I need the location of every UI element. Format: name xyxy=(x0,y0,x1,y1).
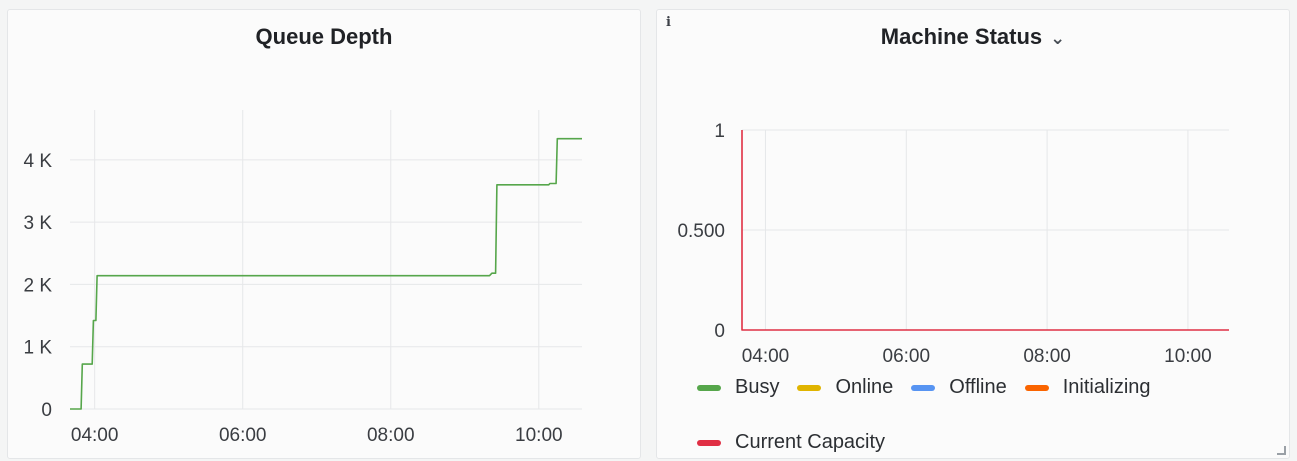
x-tick-label: 10:00 xyxy=(515,425,563,446)
queue-depth-chart: 04:00 06:00 08:00 10:00 0 1 K 2 K 3 K 4 K xyxy=(23,110,582,446)
y-tick-label: 3 K xyxy=(23,213,52,234)
series-line xyxy=(741,130,1229,331)
x-tick-label: 04:00 xyxy=(71,425,119,446)
legend-item[interactable]: Busy xyxy=(697,376,779,399)
x-tick-label: 08:00 xyxy=(1023,346,1071,367)
y-tick-label: 0 xyxy=(714,321,725,342)
legend-label: Busy xyxy=(735,376,780,398)
y-tick-label: 0.500 xyxy=(677,221,725,242)
y-tick-label: 1 K xyxy=(23,338,52,359)
legend-swatch xyxy=(797,384,822,391)
x-tick-label: 10:00 xyxy=(1164,346,1212,367)
y-tick-label: 1 xyxy=(714,121,725,142)
machine-status-legend: Busy Online Offline Initializing Current Cap… xyxy=(697,376,1257,454)
legend-swatch xyxy=(911,384,936,391)
y-tick-label: 0 xyxy=(41,400,52,421)
legend-label: Initializing xyxy=(1062,376,1151,398)
queue-depth-panel: Queue Depth 04:00 06:00 08:00 10:00 0 1 K 2 K 3… xyxy=(7,9,641,459)
x-tick-label: 06:00 xyxy=(219,425,267,446)
machine-status-panel: i Machine Status ⌄ 04:00 06:00 08:00 10:00 0… xyxy=(656,9,1290,459)
legend-item[interactable]: Offline xyxy=(911,376,1007,399)
legend-item[interactable]: Initializing xyxy=(1024,376,1151,399)
x-tick-label: 06:00 xyxy=(883,346,931,367)
machine-status-title[interactable]: Machine Status ⌄ xyxy=(657,24,1289,50)
x-tick-label: 04:00 xyxy=(742,346,790,367)
info-icon[interactable]: i xyxy=(666,15,671,30)
resize-handle-icon[interactable] xyxy=(1277,446,1286,455)
queue-depth-title: Queue Depth xyxy=(255,24,393,49)
legend-swatch xyxy=(697,384,721,391)
chevron-down-icon[interactable]: ⌄ xyxy=(1050,27,1066,48)
machine-status-title-text: Machine Status xyxy=(880,24,1043,49)
legend-swatch xyxy=(1024,384,1049,391)
machine-status-chart: 04:00 06:00 08:00 10:00 0 0.500 1 xyxy=(677,121,1229,367)
legend-item[interactable]: Online xyxy=(797,376,893,399)
x-tick-label: 08:00 xyxy=(367,425,415,446)
legend-item[interactable]: Current Capacity xyxy=(697,431,885,454)
y-tick-label: 2 K xyxy=(23,275,52,296)
legend-label: Offline xyxy=(949,376,1007,398)
series-line xyxy=(70,137,582,410)
y-tick-label: 4 K xyxy=(23,151,52,172)
legend-label: Current Capacity xyxy=(735,431,886,453)
legend-swatch xyxy=(697,439,721,446)
legend-label: Online xyxy=(835,376,894,398)
